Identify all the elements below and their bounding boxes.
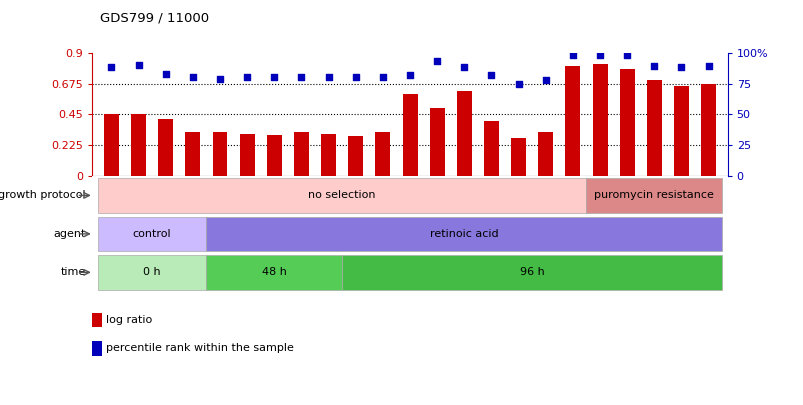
Bar [320,134,336,176]
Text: time: time [61,267,86,277]
Point [593,52,605,58]
Bar [483,121,499,176]
Bar [158,119,173,176]
Bar [98,217,206,251]
Point [376,74,389,81]
Text: percentile rank within the sample: percentile rank within the sample [106,343,294,353]
Point [295,74,308,81]
Bar [592,64,607,176]
Point [132,62,145,68]
Point [214,75,226,82]
Point [403,72,416,78]
Bar [206,217,721,251]
Point [430,58,443,64]
Bar [619,69,634,176]
Point [539,77,552,83]
Bar [98,255,206,290]
Bar [131,114,146,176]
Bar [402,94,417,176]
Bar [700,84,715,176]
Point [458,64,471,71]
Point [620,52,633,58]
Point [701,63,714,70]
Text: 48 h: 48 h [262,267,287,277]
Point [512,80,524,87]
Bar [375,132,390,176]
Bar [646,80,661,176]
Text: GDS799 / 11000: GDS799 / 11000 [100,11,210,24]
Point [105,64,118,71]
Point [267,74,280,81]
Bar [294,132,308,176]
Bar [565,66,580,176]
Point [240,74,253,81]
Bar [673,85,688,176]
Text: agent: agent [54,229,86,239]
Point [322,74,335,81]
Bar [342,255,721,290]
Point [159,70,172,77]
Bar [585,178,721,213]
Text: log ratio: log ratio [106,315,153,325]
Bar [212,132,227,176]
Text: growth protocol: growth protocol [0,190,86,200]
Bar [104,114,119,176]
Bar [239,134,255,176]
Bar [348,136,363,176]
Text: 96 h: 96 h [520,267,544,277]
Bar [538,132,552,176]
Point [186,74,199,81]
Bar [429,108,444,176]
Text: no selection: no selection [308,190,376,200]
Point [647,63,660,70]
Text: puromycin resistance: puromycin resistance [593,190,713,200]
Bar [511,138,525,176]
Bar [456,91,471,176]
Text: 0 h: 0 h [143,267,161,277]
Bar [98,178,585,213]
Bar [206,255,342,290]
Text: control: control [132,229,171,239]
Point [675,64,687,71]
Point [484,72,497,78]
Bar [267,135,281,176]
Bar [185,132,200,176]
Point [566,52,579,58]
Point [349,74,361,81]
Text: retinoic acid: retinoic acid [430,229,498,239]
